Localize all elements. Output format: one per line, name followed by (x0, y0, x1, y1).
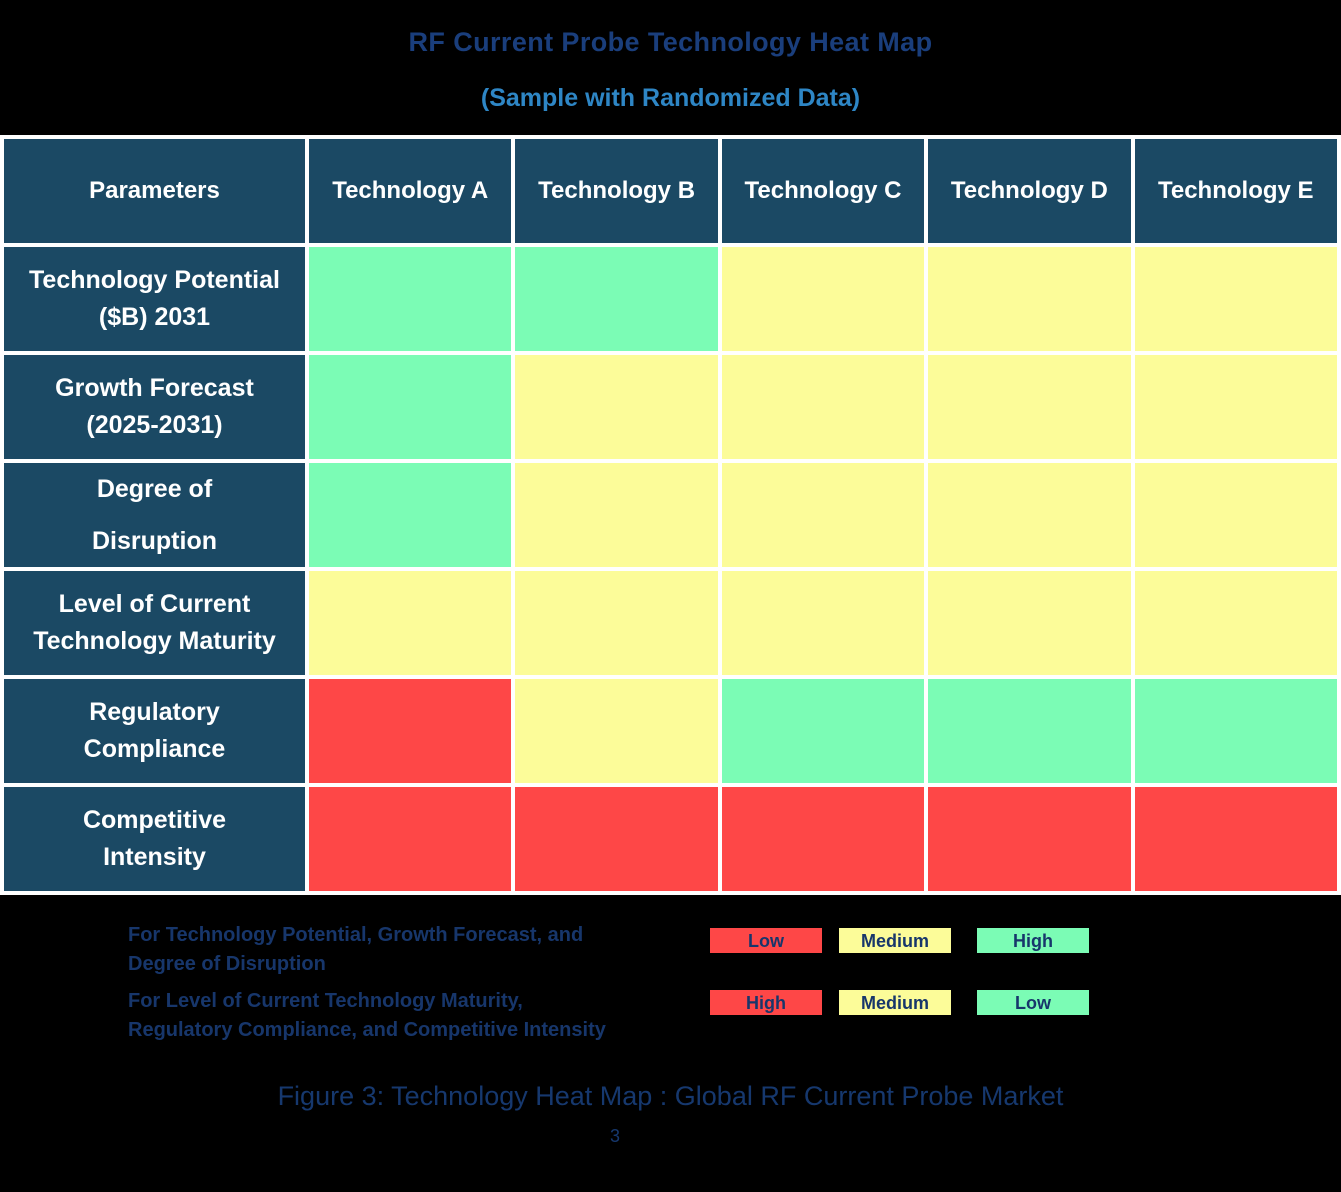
table-row: Degree of Disruption (4, 463, 1337, 567)
chart-subtitle: (Sample with Randomized Data) (480, 84, 861, 112)
heatmap-cell (515, 247, 718, 351)
heatmap-table: Parameters Technology A Technology B Techno… (0, 135, 1341, 895)
row-label: Regulatory Compliance (4, 679, 305, 783)
heatmap-cell (309, 787, 512, 891)
legend-swatches-bottom: High Medium Low (710, 990, 1100, 1015)
legend-swatch-low: Low (977, 990, 1089, 1015)
heatmap-cell (515, 679, 718, 783)
row-label: Level of Current Technology Maturity (4, 571, 305, 675)
heatmap-cell (721, 463, 925, 567)
page-number: 3 (609, 1126, 620, 1146)
heatmap-cell (1134, 571, 1337, 675)
legend-swatches-top: Low Medium High (710, 928, 1100, 953)
table-row: Growth Forecast (2025-2031) (4, 355, 1337, 459)
heatmap-cell (1134, 355, 1337, 459)
legend-swatch-high: High (977, 928, 1089, 953)
heatmap-cell (928, 571, 1131, 675)
legend-swatch-medium: Medium (839, 928, 951, 953)
heatmap-cell (309, 247, 512, 351)
legend-swatch-medium: Medium (839, 990, 951, 1015)
heatmap-cell (515, 787, 718, 891)
figure-caption: Figure 3: Technology Heat Map : Global R… (277, 1081, 1064, 1111)
row-label: Competitive Intensity (4, 787, 305, 891)
heatmap-cell (928, 679, 1131, 783)
legend-note-bottom: For Level of Current Technology Maturity… (128, 990, 606, 1041)
heatmap-cell (309, 679, 512, 783)
heatmap-cell (1134, 679, 1337, 783)
heatmap-cell (721, 355, 925, 459)
column-header: Technology A (309, 139, 512, 243)
table-row: Regulatory Compliance (4, 679, 1337, 783)
table-row: Technology Potential ($B) 2031 (4, 247, 1337, 351)
heatmap-cell (515, 355, 718, 459)
column-header: Technology C (721, 139, 925, 243)
heatmap-cell (721, 787, 925, 891)
heatmap-cell (721, 247, 925, 351)
heatmap-cell (928, 463, 1131, 567)
heatmap-cell (515, 571, 718, 675)
row-label: Technology Potential ($B) 2031 (4, 247, 305, 351)
heatmap-cell (721, 571, 925, 675)
heatmap-cell (1134, 247, 1337, 351)
heatmap-cell (1134, 463, 1337, 567)
column-header: Technology D (928, 139, 1131, 243)
chart-title: RF Current Probe Technology Heat Map (408, 27, 933, 57)
header-row: Parameters Technology A Technology B Techno… (4, 139, 1337, 243)
column-header: Technology B (515, 139, 718, 243)
row-label: Degree of Disruption (4, 463, 305, 567)
heatmap-cell (721, 679, 925, 783)
column-header: Technology E (1134, 139, 1337, 243)
heatmap-cell (309, 463, 512, 567)
heatmap-cell (928, 787, 1131, 891)
legend-swatch-high: High (710, 990, 822, 1015)
table-row: Competitive Intensity (4, 787, 1337, 891)
heatmap-cell (309, 571, 512, 675)
legend-note-top: For Technology Potential, Growth Forecas… (128, 924, 584, 975)
heatmap-cell (309, 355, 512, 459)
table-row: Level of Current Technology Maturity (4, 571, 1337, 675)
heatmap-cell (515, 463, 718, 567)
heatmap-cell (928, 355, 1131, 459)
heatmap-cell (1134, 787, 1337, 891)
column-header: Parameters (4, 139, 305, 243)
heatmap-cell (928, 247, 1131, 351)
legend-swatch-low: Low (710, 928, 822, 953)
row-label: Growth Forecast (2025-2031) (4, 355, 305, 459)
